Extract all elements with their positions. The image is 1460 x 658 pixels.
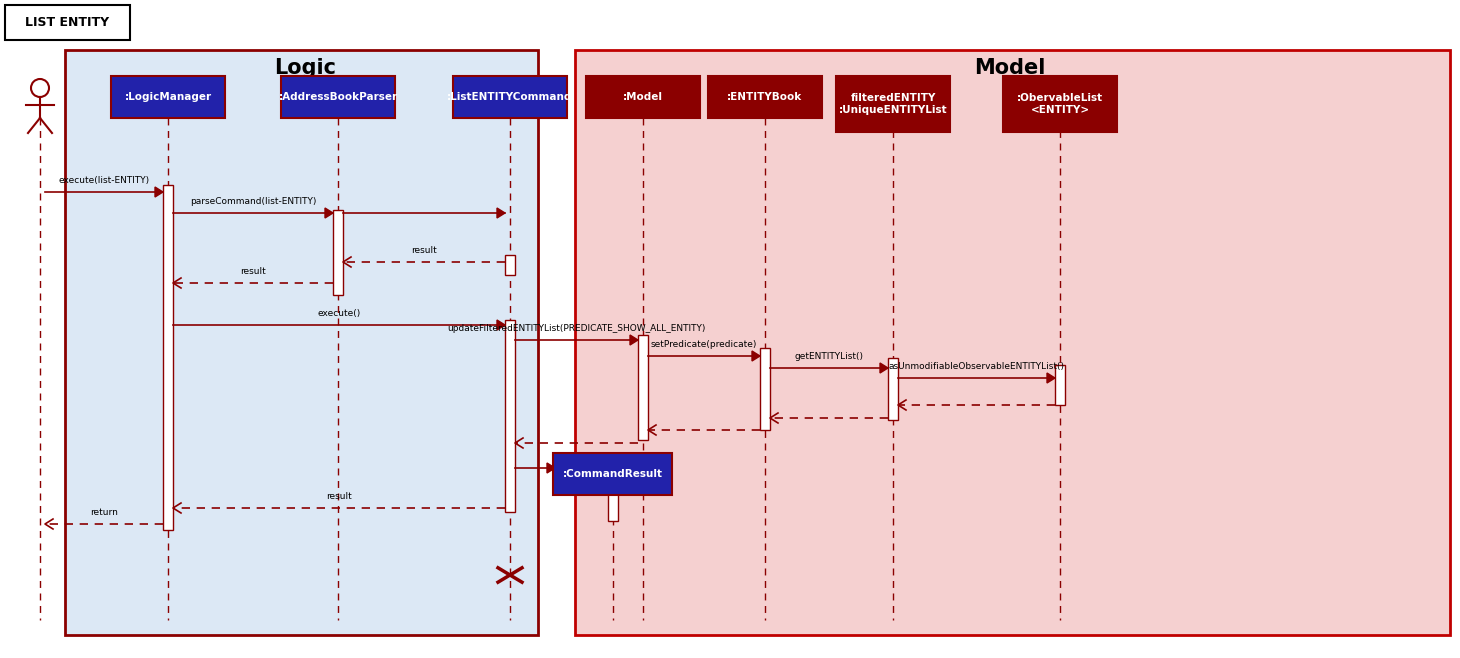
Text: filteredENTITY
:UniqueENTITYList: filteredENTITY :UniqueENTITYList [838, 93, 948, 115]
FancyBboxPatch shape [888, 358, 898, 420]
Text: :ListENTITYCommand: :ListENTITYCommand [447, 92, 572, 102]
Text: LIST ENTITY: LIST ENTITY [25, 16, 110, 28]
Text: :ObervableList
<ENTITY>: :ObervableList <ENTITY> [1018, 93, 1104, 115]
Text: :CommandResult: :CommandResult [562, 469, 663, 479]
Polygon shape [155, 187, 164, 197]
FancyBboxPatch shape [111, 76, 225, 118]
FancyBboxPatch shape [333, 210, 343, 295]
FancyBboxPatch shape [280, 76, 396, 118]
Text: updateFilteredENTITYList(PREDICATE_SHOW_ALL_ENTITY): updateFilteredENTITYList(PREDICATE_SHOW_… [447, 324, 705, 333]
Polygon shape [326, 208, 333, 218]
FancyBboxPatch shape [837, 76, 950, 132]
Text: result: result [412, 246, 437, 255]
FancyBboxPatch shape [453, 76, 566, 118]
FancyBboxPatch shape [505, 255, 515, 275]
FancyBboxPatch shape [708, 76, 822, 118]
Text: result: result [326, 492, 352, 501]
FancyBboxPatch shape [761, 348, 769, 430]
Polygon shape [496, 208, 505, 218]
FancyBboxPatch shape [585, 76, 699, 118]
Polygon shape [496, 320, 505, 330]
Text: :Model: :Model [623, 92, 663, 102]
FancyBboxPatch shape [66, 50, 537, 635]
Polygon shape [548, 463, 555, 473]
FancyBboxPatch shape [164, 185, 172, 530]
Text: getENTITYList(): getENTITYList() [794, 352, 863, 361]
Polygon shape [1047, 373, 1056, 383]
Polygon shape [752, 351, 761, 361]
FancyBboxPatch shape [553, 453, 672, 495]
FancyBboxPatch shape [1003, 76, 1117, 132]
FancyBboxPatch shape [4, 5, 130, 40]
Text: execute(): execute() [317, 309, 361, 318]
Text: parseCommand(list-ENTITY): parseCommand(list-ENTITY) [190, 197, 317, 206]
Text: :AddressBookParser: :AddressBookParser [279, 92, 397, 102]
Polygon shape [880, 363, 888, 373]
FancyBboxPatch shape [638, 335, 648, 440]
FancyBboxPatch shape [575, 50, 1450, 635]
Text: Logic: Logic [274, 58, 336, 78]
FancyBboxPatch shape [1056, 365, 1064, 405]
Text: return: return [91, 508, 118, 517]
Polygon shape [631, 335, 638, 345]
Text: asUnmodifiableObservableENTITYList(): asUnmodifiableObservableENTITYList() [889, 362, 1064, 371]
Text: result: result [239, 267, 266, 276]
Text: execute(list-ENTITY): execute(list-ENTITY) [58, 176, 149, 185]
FancyBboxPatch shape [505, 320, 515, 512]
Text: Model: Model [974, 58, 1045, 78]
FancyBboxPatch shape [607, 493, 618, 521]
Text: :ENTITYBook: :ENTITYBook [727, 92, 803, 102]
Text: :LogicManager: :LogicManager [124, 92, 212, 102]
Text: setPredicate(predicate): setPredicate(predicate) [651, 340, 758, 349]
